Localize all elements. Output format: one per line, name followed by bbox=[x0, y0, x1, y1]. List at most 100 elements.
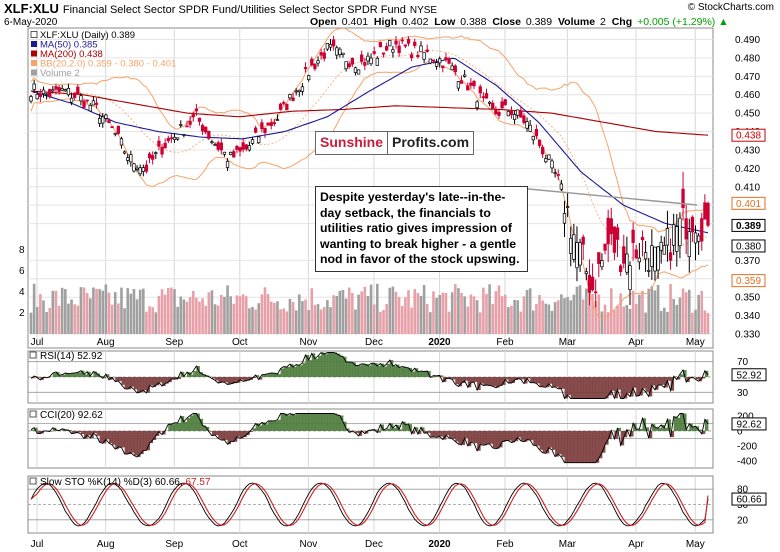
volume-bar bbox=[288, 299, 292, 334]
volume-bar bbox=[213, 304, 217, 334]
rsi-fill bbox=[302, 362, 306, 377]
month-label-top: 2020 bbox=[428, 337, 451, 348]
volume-bar bbox=[616, 305, 619, 334]
candle-body bbox=[391, 49, 395, 53]
price-tick-label: 0.420 bbox=[735, 164, 760, 175]
cci-fill bbox=[371, 430, 375, 431]
candle-body bbox=[297, 89, 301, 93]
volume-bar bbox=[407, 290, 410, 334]
candle-body bbox=[48, 89, 52, 98]
candle-body bbox=[126, 157, 130, 161]
candle-body bbox=[544, 158, 548, 163]
volume-bar bbox=[463, 296, 466, 334]
rsi-fill bbox=[140, 377, 144, 392]
volume-bar bbox=[198, 301, 201, 334]
rsi-fill bbox=[68, 373, 72, 377]
volume-bar bbox=[82, 287, 86, 334]
volume-bar bbox=[298, 294, 301, 334]
candle-body bbox=[166, 138, 170, 142]
candle-body bbox=[41, 89, 46, 95]
rsi-fill bbox=[296, 364, 300, 377]
volume-bar bbox=[372, 304, 376, 334]
candle-body bbox=[91, 100, 96, 106]
candle-body bbox=[232, 151, 236, 158]
cci-fill bbox=[249, 430, 253, 433]
rsi-fill bbox=[62, 374, 66, 377]
candle-body bbox=[375, 57, 379, 66]
candle-body bbox=[438, 58, 442, 64]
rsi-fill bbox=[146, 377, 150, 393]
change-value: +0.005 (+1.29%) bbox=[637, 16, 716, 28]
rsi-fill bbox=[455, 377, 459, 385]
cci-fill bbox=[355, 430, 359, 433]
cci-fill bbox=[68, 430, 72, 431]
rsi-fill bbox=[667, 377, 671, 381]
rsi-fill bbox=[174, 377, 179, 379]
month-label-bottom: Jul bbox=[31, 539, 44, 550]
rsi-fill bbox=[533, 377, 537, 383]
candle-body bbox=[151, 155, 155, 160]
rsi-fill bbox=[215, 377, 219, 381]
rsi-fill bbox=[626, 377, 631, 394]
rsi-fill bbox=[701, 377, 706, 379]
month-label-bottom: May bbox=[686, 539, 705, 550]
cci-fill bbox=[264, 424, 269, 431]
volume-bar bbox=[279, 309, 282, 334]
rsi-fill bbox=[573, 377, 578, 399]
volume-bar bbox=[513, 299, 516, 334]
copyright-label[interactable]: © StockCharts.com bbox=[687, 2, 774, 13]
cci-fill bbox=[199, 418, 203, 431]
volume-bar bbox=[606, 312, 610, 334]
rsi-fill bbox=[314, 358, 319, 377]
rsi-fill bbox=[364, 364, 369, 377]
cci-fill bbox=[667, 419, 671, 431]
volume-bar bbox=[241, 294, 245, 334]
candle-body bbox=[500, 101, 504, 109]
rsi-fill bbox=[614, 377, 618, 399]
volume-bar bbox=[410, 307, 413, 334]
volume-bar bbox=[335, 296, 339, 334]
cci-fill bbox=[461, 430, 466, 446]
candle-body bbox=[141, 167, 145, 172]
cci-fill bbox=[436, 430, 441, 438]
cci-fill bbox=[65, 430, 69, 431]
cci-fill bbox=[196, 413, 200, 431]
cci-fill bbox=[168, 424, 172, 431]
rsi-fill bbox=[143, 377, 147, 391]
candle-body bbox=[275, 119, 280, 121]
volume-bar bbox=[39, 294, 42, 334]
candle-body bbox=[207, 130, 211, 139]
cci-fill bbox=[533, 430, 537, 446]
volume-bar bbox=[73, 304, 76, 334]
rsi-fill bbox=[564, 377, 569, 399]
candle-body bbox=[366, 55, 370, 62]
cci-fill bbox=[49, 430, 54, 432]
price-tag bbox=[731, 239, 766, 253]
volume-bar bbox=[310, 288, 314, 334]
change-label: Chg bbox=[611, 16, 633, 28]
candle-body bbox=[216, 142, 220, 150]
volume-bar bbox=[416, 292, 420, 334]
cci-fill bbox=[74, 430, 79, 434]
volume-bar bbox=[338, 290, 342, 334]
candle-body bbox=[272, 122, 276, 124]
rsi-fill bbox=[405, 367, 409, 377]
cci-fill bbox=[427, 430, 431, 433]
open-label: Open bbox=[310, 16, 337, 28]
candle-body bbox=[668, 252, 673, 261]
volume-bar bbox=[591, 293, 594, 334]
volume-bar bbox=[684, 292, 688, 334]
cci-fill bbox=[115, 430, 119, 450]
candle-body bbox=[154, 152, 158, 155]
cci-fill bbox=[698, 429, 703, 431]
candle-body bbox=[656, 246, 660, 271]
legend-entry: XLF:XLU (Daily) 0.389 bbox=[40, 30, 135, 41]
month-label-top: Aug bbox=[97, 337, 115, 348]
rsi-fill bbox=[283, 366, 288, 377]
rsi-fill bbox=[561, 377, 565, 389]
volume-bar bbox=[634, 303, 638, 334]
cci-fill bbox=[567, 430, 572, 463]
volume-bar bbox=[650, 286, 654, 334]
rsi-fill bbox=[449, 377, 453, 379]
candle-body bbox=[241, 142, 245, 150]
